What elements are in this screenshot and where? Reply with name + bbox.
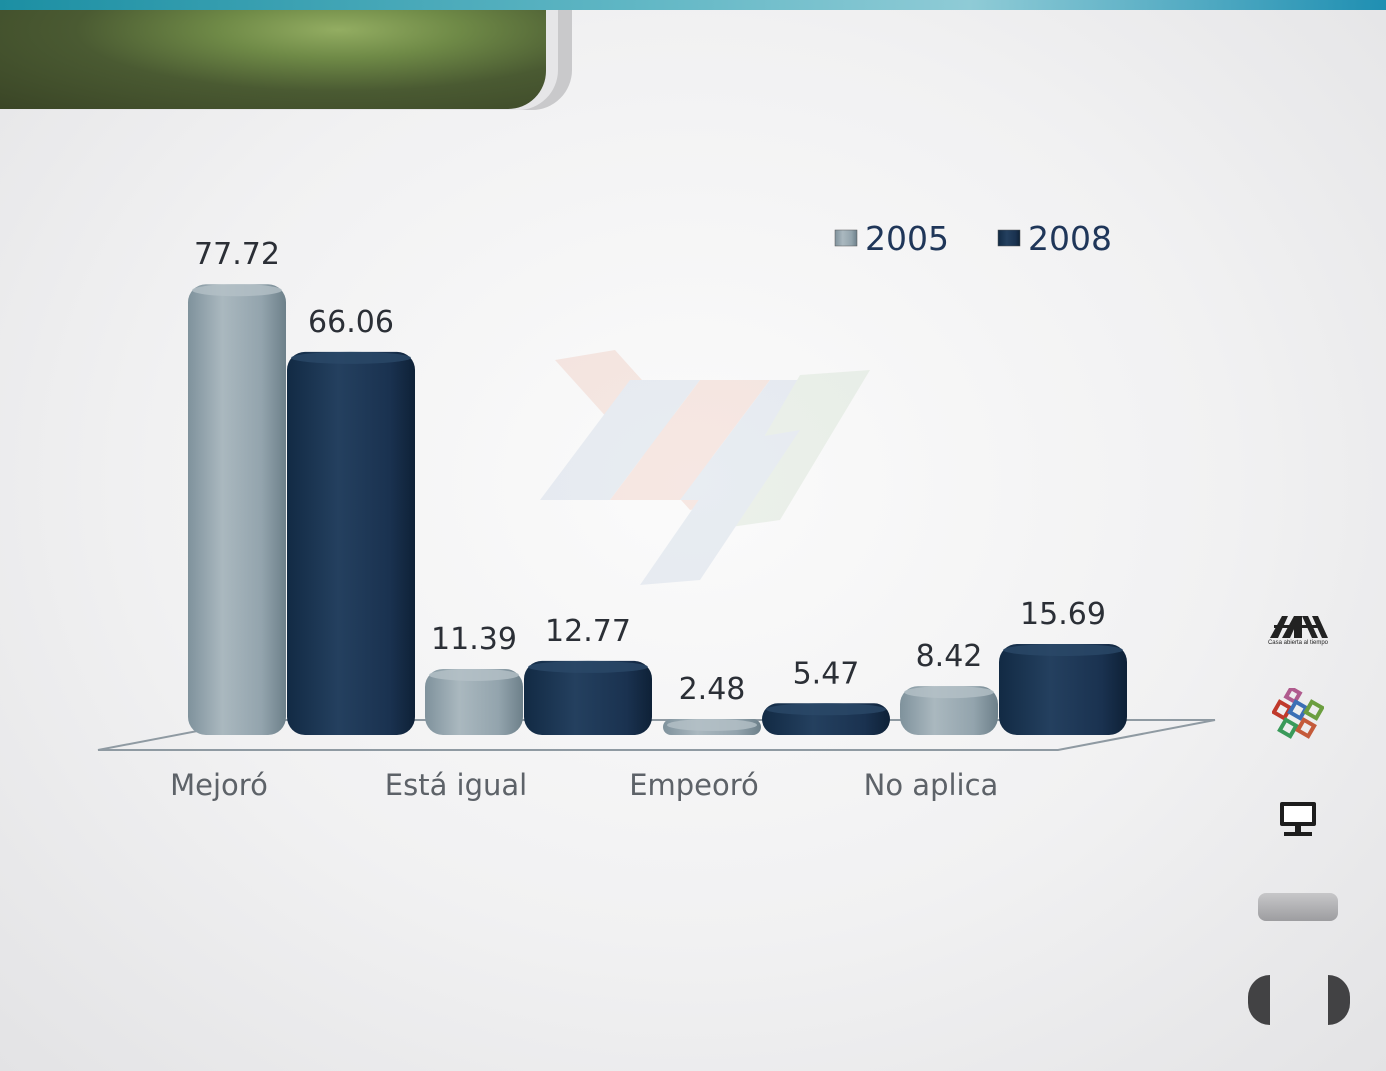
gray-menu-button[interactable] <box>1258 893 1338 921</box>
value-labels-layer: 77.72 66.06 11.39 12.77 2.48 5.47 8.42 15.69 <box>194 237 1106 707</box>
bar-cap-2005-0 <box>192 284 282 297</box>
category-label-1: Está igual <box>385 768 527 802</box>
chart-legend: 2005 2008 <box>834 219 1112 258</box>
monitor-icon-graphic <box>1280 802 1316 836</box>
category-label-2: Empeoró <box>629 768 759 802</box>
value-label-2005-0: 77.72 <box>194 237 280 272</box>
watermark-logo <box>540 350 870 585</box>
monitor-icon[interactable] <box>1278 800 1318 838</box>
logo-tagline: Casa abierta al tiempo <box>1267 640 1329 646</box>
bar-cap-2008-3 <box>1003 643 1123 656</box>
bar-cap-2008-0 <box>291 351 411 364</box>
cubes-icon-graphic <box>1271 685 1325 739</box>
value-label-2005-2: 2.48 <box>679 672 746 707</box>
category-label-0: Mejoró <box>170 768 268 802</box>
value-label-2008-1: 12.77 <box>545 614 631 649</box>
category-labels-layer: Mejoró Está igual Empeoró No aplica <box>170 768 998 802</box>
bar-cap-2005-3 <box>904 686 994 699</box>
bar-cap-2005-2 <box>667 719 757 731</box>
title-tab <box>0 10 546 109</box>
bar-2005-1 <box>425 668 523 735</box>
value-label-2008-0: 66.06 <box>308 305 394 340</box>
top-accent-strip <box>0 0 1386 10</box>
value-label-2005-1: 11.39 <box>431 622 517 657</box>
value-label-2005-3: 8.42 <box>916 639 983 674</box>
value-label-2008-3: 15.69 <box>1020 597 1106 632</box>
legend-swatch-2005 <box>834 229 858 247</box>
uam-logo-icon[interactable]: Casa abierta al tiempo <box>1266 612 1330 652</box>
legend-label-2005: 2005 <box>865 219 949 258</box>
bar-2008-3 <box>999 643 1127 735</box>
bar-2008-0 <box>287 351 415 735</box>
legend-swatch-2008 <box>997 229 1021 247</box>
bar-2008-1 <box>524 660 652 735</box>
bar-2005-0 <box>188 284 286 735</box>
category-label-3: No aplica <box>864 768 999 802</box>
prev-arrow-icon[interactable] <box>1248 975 1270 1025</box>
value-label-2008-2: 5.47 <box>793 656 860 691</box>
bars-layer <box>188 284 1127 735</box>
cubes-icon[interactable] <box>1271 685 1325 746</box>
bar-cap-2008-1 <box>528 660 648 673</box>
bar-cap-2008-2 <box>766 703 886 716</box>
legend-label-2008: 2008 <box>1028 219 1112 258</box>
bar-2005-3 <box>900 686 998 735</box>
next-arrow-icon[interactable] <box>1328 975 1350 1025</box>
bar-cap-2005-1 <box>429 668 519 681</box>
uam-logo-mark <box>1270 616 1328 638</box>
